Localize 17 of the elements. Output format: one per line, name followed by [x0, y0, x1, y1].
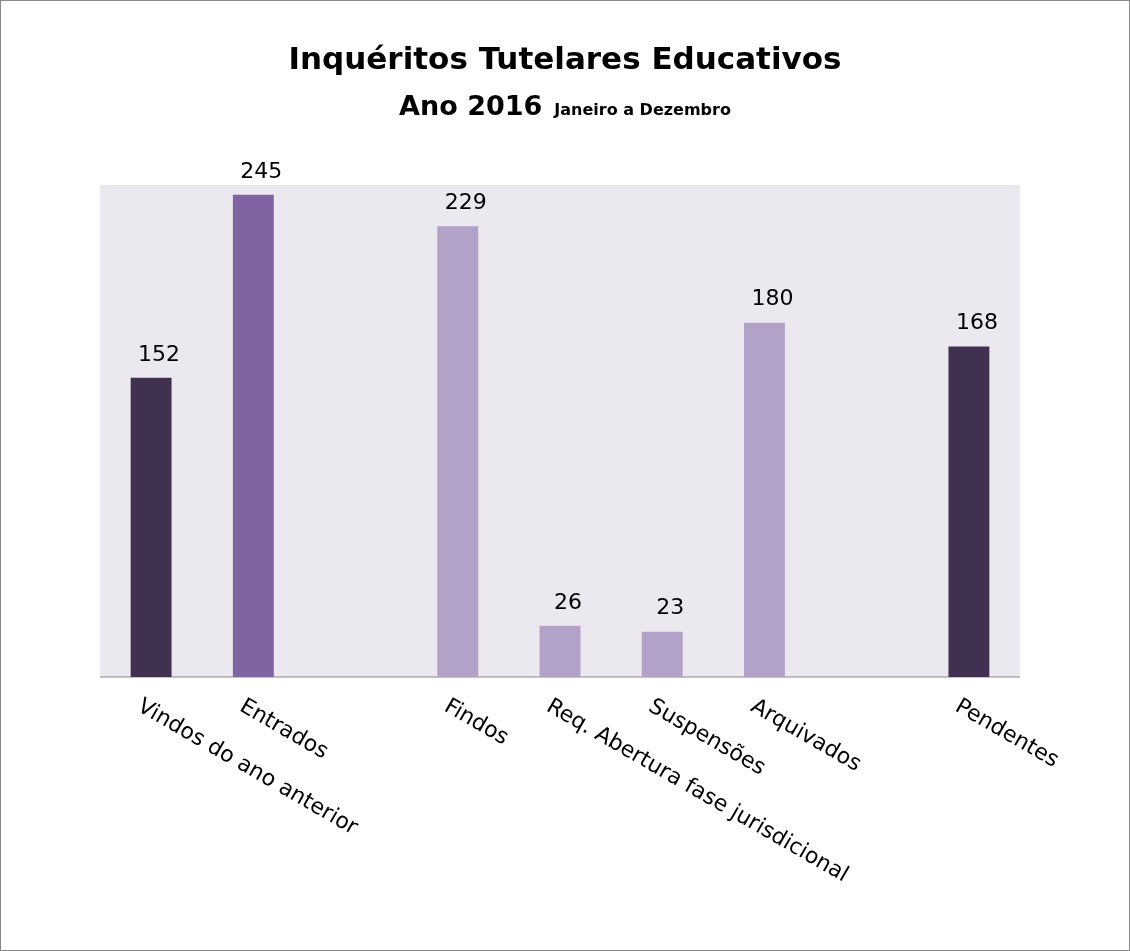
bar: [232, 194, 274, 677]
text: Janeiro a Dezembro: [554, 100, 731, 119]
chart-title: Inquéritos Tutelares Educativos: [287, 40, 843, 76]
data-label: 152: [138, 340, 181, 366]
data-label: 229: [444, 189, 487, 215]
bar: [437, 226, 479, 677]
bar: [641, 631, 683, 677]
data-label: 245: [240, 157, 283, 183]
data-label: 26: [554, 588, 582, 614]
data-label: 23: [656, 594, 685, 620]
data-label: 168: [955, 309, 998, 335]
chart-subtitle: Ano 2016: [399, 90, 543, 121]
bar: [539, 625, 581, 677]
data-label: 180: [751, 285, 794, 311]
bar: [948, 346, 990, 677]
bar: [744, 322, 785, 677]
bar: [130, 377, 172, 677]
